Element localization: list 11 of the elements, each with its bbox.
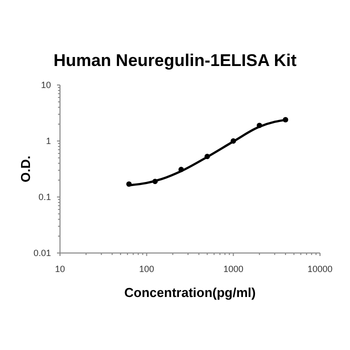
x-tick-label: 1000 [223,264,244,274]
y-axis-title: O.D. [18,156,33,182]
y-tick-label: 0.01 [33,248,51,258]
x-tick-label: 10 [54,264,66,274]
chart-title: Human Neuregulin-1ELISA Kit [53,51,297,70]
y-tick-label: 0.1 [38,192,51,202]
x-tick-label: 10000 [307,264,333,274]
x-tick-label: 100 [139,264,154,274]
y-tick-label: 10 [40,80,51,90]
x-axis-title: Concentration(pg/ml) [124,285,256,300]
y-tick-label: 1 [46,136,51,146]
